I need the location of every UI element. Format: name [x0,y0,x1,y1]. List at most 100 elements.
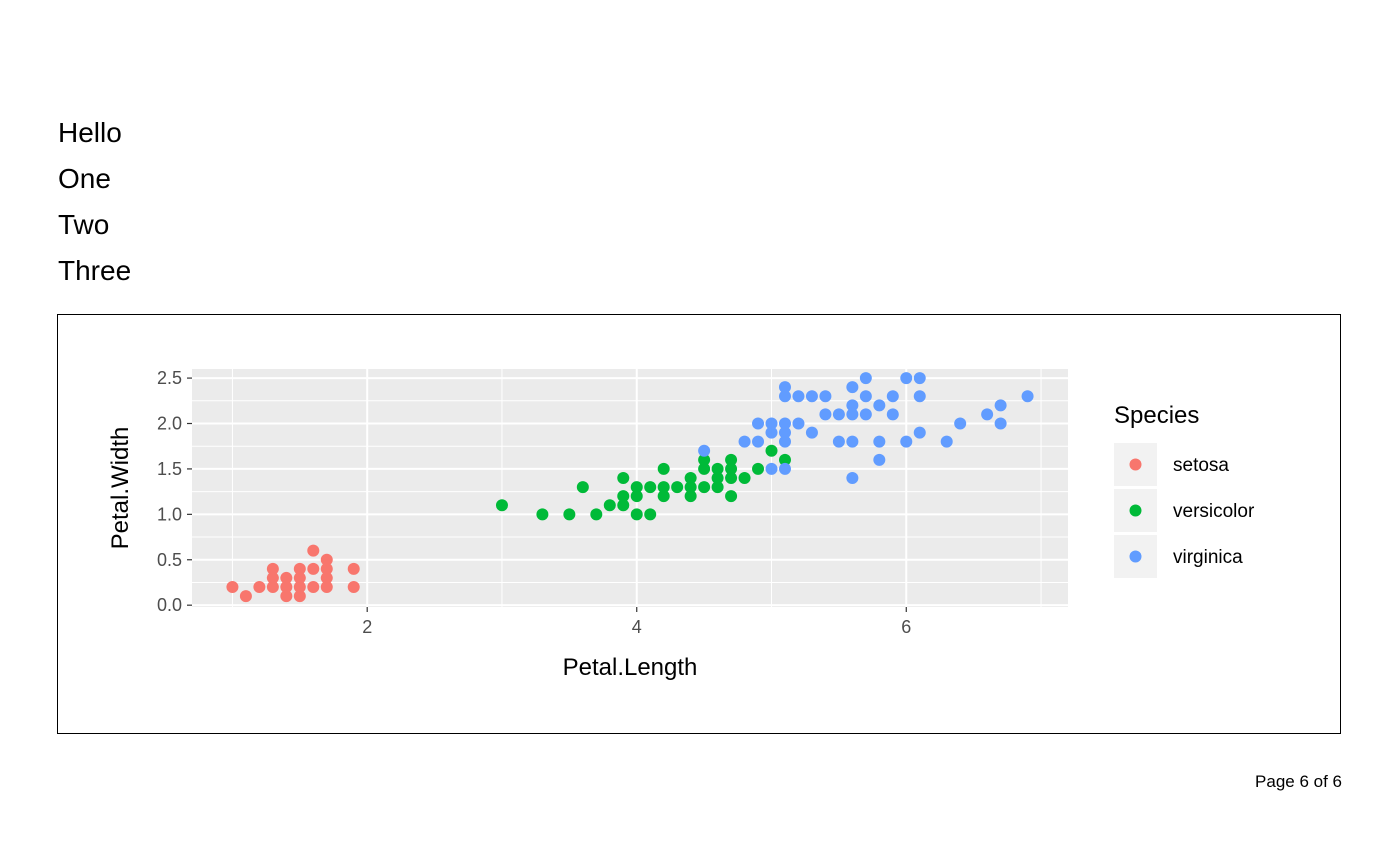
y-tick-label: 2.5 [157,368,182,388]
text-line-two: Two [58,209,110,240]
data-point-versicolor [711,472,724,485]
data-point-setosa [320,562,333,575]
data-point-setosa [226,581,239,594]
data-point-virginica [805,390,818,403]
data-point-setosa [307,544,320,557]
data-point-versicolor [603,499,616,512]
y-tick-label: 2.0 [157,414,182,434]
data-point-setosa [320,571,333,584]
data-point-virginica [1021,390,1034,403]
legend-label-virginica: virginica [1173,547,1243,568]
data-point-virginica [900,435,913,448]
x-axis-label: Petal.Length [563,654,698,681]
y-tick-label: 1.0 [157,504,182,524]
data-point-versicolor [536,508,549,521]
x-tick-label: 4 [632,617,642,637]
data-point-virginica [873,399,886,412]
data-point-virginica [778,390,791,403]
y-tick-label: 0.0 [157,595,182,615]
data-point-versicolor [725,490,738,503]
data-point-virginica [981,408,994,421]
data-point-setosa [347,581,360,594]
data-point-versicolor [698,453,711,466]
data-point-virginica [994,417,1007,430]
data-point-virginica [778,435,791,448]
data-point-versicolor [630,508,643,521]
data-point-setosa [280,581,293,594]
data-point-virginica [698,444,711,457]
data-point-virginica [940,435,953,448]
data-point-virginica [859,372,872,385]
data-point-setosa [280,571,293,584]
data-point-setosa [266,562,279,575]
data-point-setosa [266,581,279,594]
data-point-virginica [765,462,778,475]
y-axis-label: Petal.Width [107,427,134,550]
data-point-versicolor [657,462,670,475]
data-point-virginica [846,408,859,421]
data-point-virginica [752,435,765,448]
data-point-virginica [765,417,778,430]
text-line-three: Three [58,255,132,286]
data-point-setosa [307,581,320,594]
data-point-versicolor [684,490,697,503]
data-point-versicolor [738,472,751,485]
data-point-versicolor [671,481,684,494]
data-point-virginica [765,426,778,439]
data-point-virginica [859,408,872,421]
scatter-chart: 2 4 6 0.0 0.5 1.0 1.5 2.0 2.5 Petal.Length Petal.W… [107,368,1255,681]
data-point-versicolor [644,508,657,521]
legend-label-setosa: setosa [1173,455,1229,476]
data-point-versicolor [725,472,738,485]
data-point-setosa [266,571,279,584]
data-point-virginica [886,408,899,421]
y-tick-label: 1.5 [157,459,182,479]
data-point-virginica [913,372,926,385]
data-point-virginica [832,435,845,448]
legend-label-versicolor: versicolor [1173,501,1255,522]
data-point-virginica [778,417,791,430]
data-point-versicolor [617,499,630,512]
header-text-block: Hello One Two Three [58,110,131,294]
data-point-virginica [778,462,791,475]
data-point-virginica [738,435,751,448]
legend-key-versicolor [1129,504,1142,517]
data-point-setosa [307,562,320,575]
page-number: Page 6 of 6 [1255,772,1342,791]
data-point-setosa [239,590,252,603]
data-point-versicolor [684,472,697,485]
data-point-versicolor [495,499,508,512]
data-point-virginica [778,426,791,439]
data-point-virginica [832,408,845,421]
data-point-versicolor [698,481,711,494]
plot-frame: 2 4 6 0.0 0.5 1.0 1.5 2.0 2.5 Petal.Length Petal.W… [57,314,1341,734]
y-tick-label: 0.5 [157,550,182,570]
data-point-setosa [293,581,306,594]
data-point-versicolor [590,508,603,521]
x-tick-label: 6 [901,617,911,637]
data-point-virginica [792,390,805,403]
data-point-setosa [280,590,293,603]
data-point-setosa [293,571,306,584]
data-point-virginica [873,435,886,448]
data-point-versicolor [725,453,738,466]
legend-title: Species [1114,402,1199,429]
data-point-virginica [819,408,832,421]
data-point-versicolor [576,481,589,494]
data-point-setosa [320,553,333,566]
data-point-virginica [873,453,886,466]
data-point-virginica [819,390,832,403]
data-point-versicolor [617,472,630,485]
data-point-versicolor [725,462,738,475]
data-point-virginica [805,426,818,439]
data-point-virginica [846,399,859,412]
data-point-versicolor [778,453,791,466]
text-line-hello: Hello [58,117,122,148]
data-point-setosa [320,581,333,594]
data-point-versicolor [563,508,576,521]
data-point-versicolor [752,462,765,475]
data-point-versicolor [698,462,711,475]
data-point-virginica [778,381,791,394]
data-point-virginica [859,390,872,403]
text-line-one: One [58,163,111,194]
